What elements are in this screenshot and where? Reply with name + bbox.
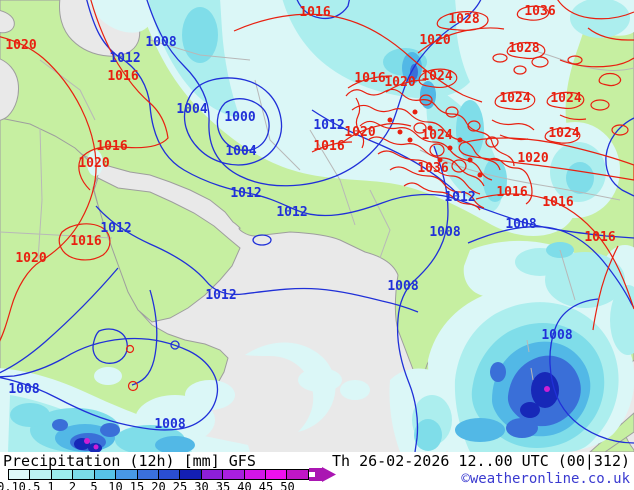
- isobar-label-low: 1008: [8, 382, 39, 397]
- scale-cell: [244, 470, 267, 479]
- scale-tick-label: 5: [90, 480, 98, 490]
- isobar-label-high: 1020: [517, 151, 548, 166]
- isobar-label-high: 1016: [70, 234, 101, 249]
- isobar-label-high: 1028: [508, 41, 539, 56]
- isobar-label-high: 1020: [15, 251, 46, 266]
- scale-cell: [9, 470, 31, 479]
- scale-tick-label: 25: [172, 480, 188, 490]
- isobar-label-high: 1020: [419, 33, 450, 48]
- mediterranean: [0, 58, 19, 121]
- scale-cell: [73, 470, 95, 479]
- precip-layer-40mm: [84, 386, 550, 450]
- isobar-label-low: 1008: [429, 225, 460, 240]
- isobar-label-high: 1024: [550, 91, 581, 106]
- scale-cell: [223, 470, 245, 479]
- scale-cell: [287, 470, 308, 479]
- isobar-label-low: 1008: [541, 328, 572, 343]
- isobar-label-high: 1024: [548, 126, 579, 141]
- legend-panel: Precipitation (12h) [mm] GFS Th 26-02-20…: [0, 452, 634, 490]
- isobar-label-high: 1016: [496, 185, 527, 200]
- isobar-cluster-dots: [387, 109, 483, 178]
- isobar-contours-high: [0, 0, 634, 392]
- precip-color-scale: [8, 469, 309, 480]
- isobar-label-low: 1012: [100, 221, 131, 236]
- scale-tick-label: 0.5: [18, 480, 41, 490]
- isobar-label-low: 1008: [505, 217, 536, 232]
- isobar-label-high: 1016: [299, 5, 330, 20]
- isobar-label-low: 1008: [387, 279, 418, 294]
- scale-cell: [94, 470, 117, 479]
- isobar-label-high: 1016: [313, 139, 344, 154]
- copyright-text: ©weatheronline.co.uk: [461, 471, 630, 487]
- isobar-label-high: 1020: [5, 38, 36, 53]
- map-area: 1008 1012 1004 1000 1004 1012 1012 1012 1012 1012…: [0, 0, 634, 452]
- country-borders: [0, 39, 634, 381]
- scale-cell: [137, 470, 159, 479]
- scale-tick-label: 1: [47, 480, 55, 490]
- black-sea: [0, 9, 15, 34]
- scale-cell: [116, 470, 138, 479]
- isobar-label-high: 1036: [524, 4, 555, 19]
- scale-tick-label: 0.1: [0, 480, 19, 490]
- isobar-label-high: 1036: [417, 161, 448, 176]
- scale-cell: [158, 470, 181, 479]
- isobar-label-high: 1016: [96, 139, 127, 154]
- scale-tick-label: 45: [258, 480, 274, 490]
- isobar-label-high: 1020: [78, 156, 109, 171]
- isobar-label-low: 1000: [224, 110, 255, 125]
- isobar-label-low: 1008: [145, 35, 176, 50]
- scale-tick-label: 35: [215, 480, 231, 490]
- isobar-label-high: 1016: [584, 230, 615, 245]
- isobar-label-low: 1004: [176, 102, 207, 117]
- isobar-label-high: 1024: [421, 128, 452, 143]
- isobar-label-low: 1008: [154, 417, 185, 432]
- scale-tick-label: 10: [108, 480, 123, 490]
- isobar-contours-low: [0, 0, 634, 452]
- isobar-label-low: 1004: [225, 144, 256, 159]
- legend-title: Precipitation (12h) [mm] GFS: [3, 452, 256, 470]
- forecast-datetime: Th 26-02-2026 12..00 UTC (00|312): [331, 452, 630, 470]
- scale-cell: [201, 470, 224, 479]
- scale-tick-label: 40: [237, 480, 252, 490]
- isobar-label-low: 1012: [444, 190, 475, 205]
- isobar-label-high: 1028: [448, 12, 479, 27]
- scale-cell: [266, 470, 288, 479]
- scale-cell: [51, 470, 74, 479]
- isobar-label-low: 1012: [276, 205, 307, 220]
- isobar-label-low: 1012: [313, 118, 344, 133]
- scale-tick-label: 50: [280, 480, 295, 490]
- scale-tick-label: 30: [194, 480, 209, 490]
- precipitation-map: 1008 1012 1004 1000 1004 1012 1012 1012 1012 1012…: [0, 0, 634, 452]
- isobar-label-low: 1012: [230, 186, 261, 201]
- isobar-label-low: 1012: [109, 51, 140, 66]
- isobar-label-high: 1016: [107, 69, 138, 84]
- isobar-label-high: 1024: [499, 91, 530, 106]
- scale-tick-label: 15: [129, 480, 145, 490]
- isobar-label-high: 1016: [542, 195, 573, 210]
- isobar-label-high: 1020: [344, 125, 375, 140]
- scale-cell: [180, 470, 202, 479]
- isobar-label-low: 1012: [205, 288, 236, 303]
- scale-tick-label: 2: [68, 480, 77, 490]
- scale-tick-label: 20: [151, 480, 166, 490]
- isobar-label-high: 1020: [384, 75, 415, 90]
- scale-cell: [30, 470, 52, 479]
- isobar-label-high: 1024: [421, 69, 452, 84]
- scale-overflow-arrow: [309, 467, 336, 482]
- isobar-labels: 1008 1012 1004 1000 1004 1012 1012 1012 1012 1012…: [5, 4, 615, 432]
- land-arabia: [93, 177, 241, 323]
- isobar-label-high: 1016: [354, 71, 385, 86]
